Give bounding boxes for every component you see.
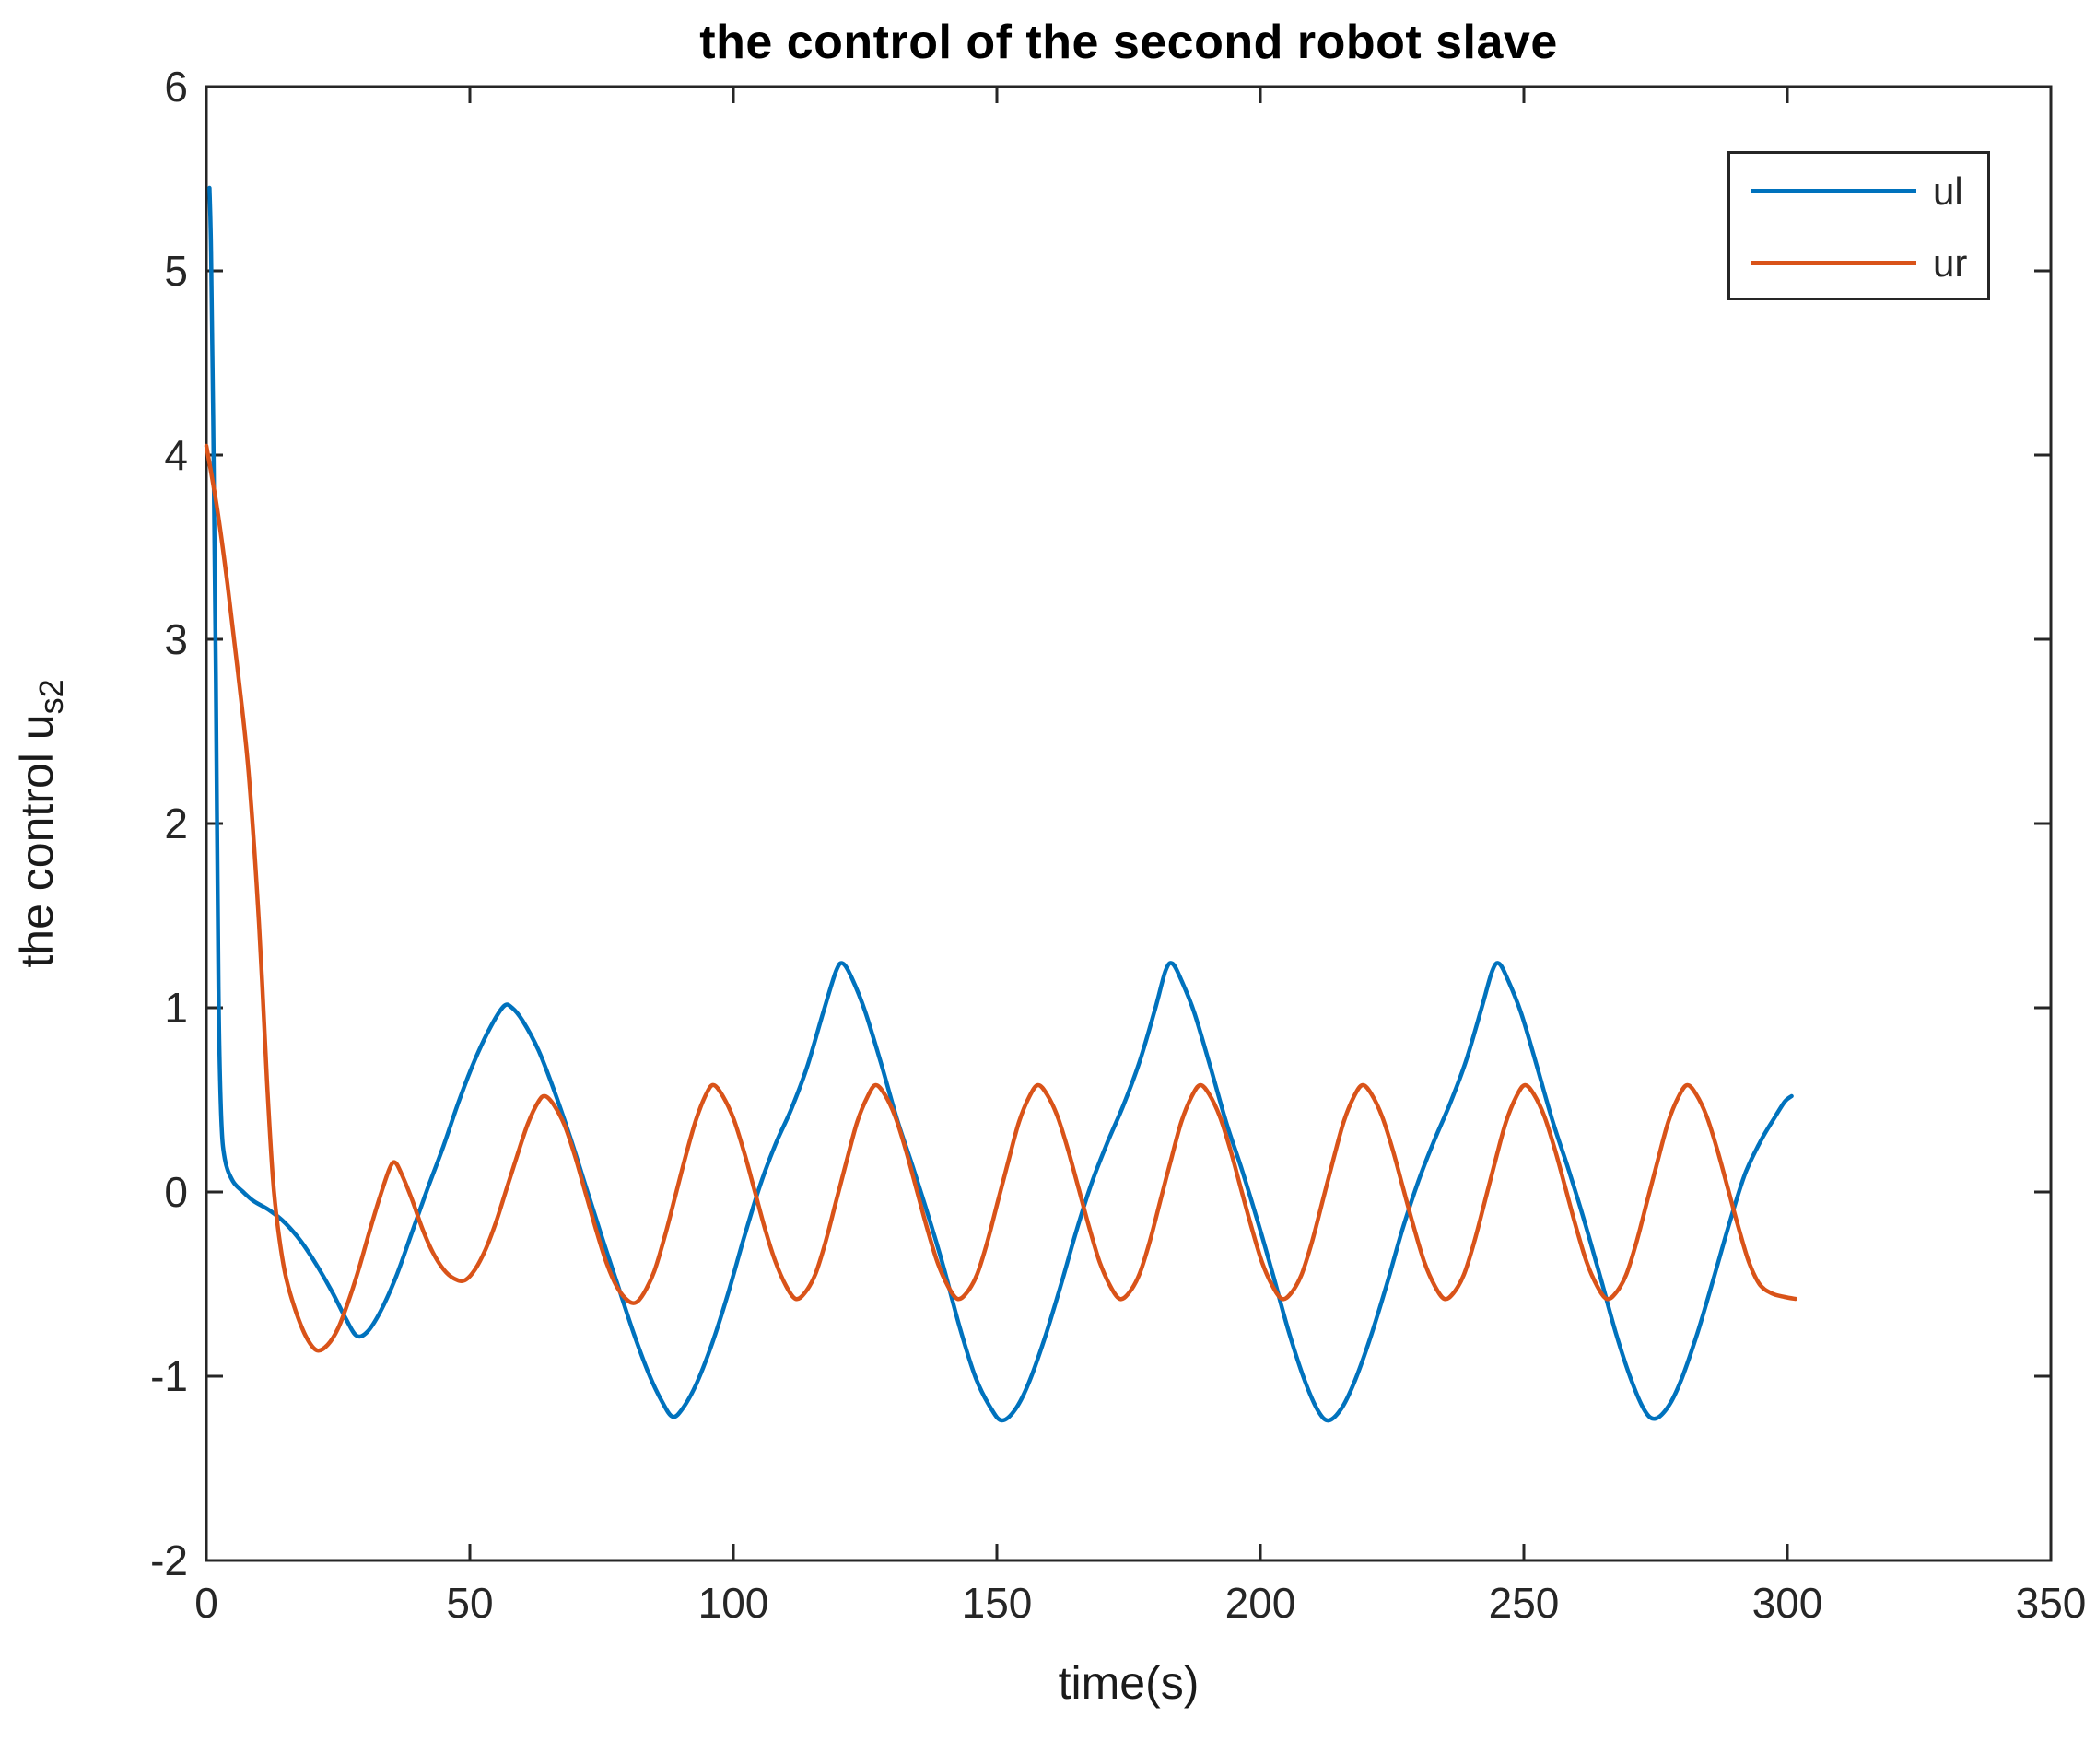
x-tick-label: 200 <box>1225 1579 1296 1627</box>
y-axis-label: the control us2 <box>10 679 71 967</box>
y-tick-label: 5 <box>164 247 188 295</box>
x-axis-label: time(s) <box>1058 1657 1200 1709</box>
legend-line-sample-ur <box>1751 261 1916 265</box>
x-tick-label: 100 <box>698 1579 769 1627</box>
chart-title: the control of the second robot slave <box>699 16 1558 69</box>
x-tick-label: 150 <box>962 1579 1033 1627</box>
series-line-ur <box>204 443 1797 1353</box>
y-tick-label: -1 <box>150 1352 188 1400</box>
legend-label-ur: ur <box>1933 240 1968 285</box>
x-tick-label: 300 <box>1752 1579 1823 1627</box>
y-axis-label-subscript: s2 <box>32 679 70 715</box>
legend: ul ur <box>1727 151 1990 300</box>
x-tick-label: 350 <box>2016 1579 2087 1627</box>
series-line-ul <box>207 185 1794 1423</box>
x-tick-label: 250 <box>1489 1579 1560 1627</box>
x-tick-label: 0 <box>194 1579 218 1627</box>
legend-label-ul: ul <box>1933 169 1963 213</box>
y-tick-label: 0 <box>164 1168 188 1216</box>
legend-entry-ur: ur <box>1730 226 1987 300</box>
y-axis-label-main: the control u <box>11 714 63 968</box>
y-tick-label: 2 <box>164 800 188 847</box>
x-tick-label: 50 <box>446 1579 493 1627</box>
y-tick-label: -2 <box>150 1536 188 1584</box>
y-tick-label: 4 <box>164 431 188 479</box>
y-tick-label: 6 <box>164 63 188 111</box>
y-tick-label: 3 <box>164 615 188 663</box>
legend-line-sample-ul <box>1751 189 1916 193</box>
y-tick-label: 1 <box>164 984 188 1032</box>
legend-entry-ul: ul <box>1730 154 1987 228</box>
